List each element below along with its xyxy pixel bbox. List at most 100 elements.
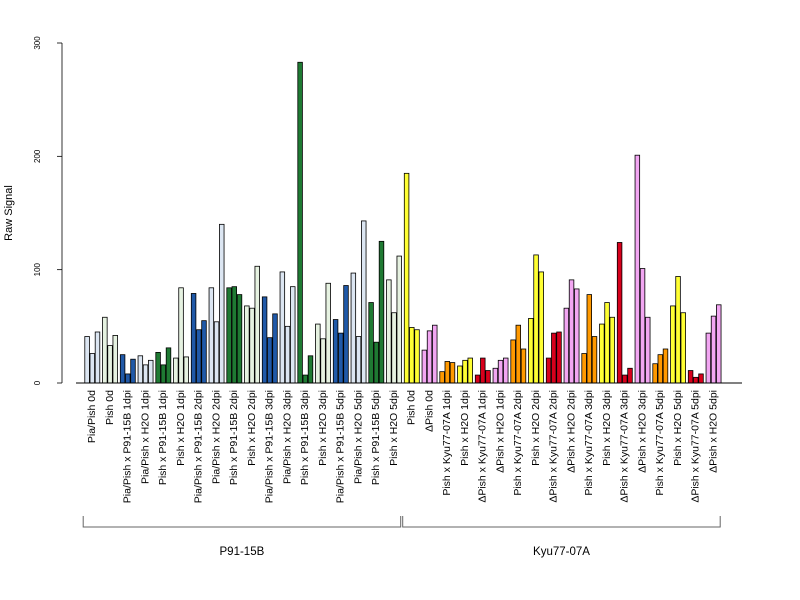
bar bbox=[520, 348, 527, 384]
bar bbox=[112, 334, 118, 384]
bar bbox=[439, 371, 445, 384]
bar bbox=[284, 325, 291, 384]
bar bbox=[515, 324, 521, 384]
bar bbox=[551, 332, 557, 384]
bar bbox=[155, 351, 161, 384]
category-label: Pish 0d bbox=[406, 390, 418, 425]
category-label: Pish x H2O 3dpi bbox=[317, 390, 329, 466]
bar bbox=[616, 242, 623, 384]
bar bbox=[444, 361, 450, 384]
bar bbox=[652, 363, 658, 384]
y-tick-label: 0 bbox=[33, 380, 42, 385]
bar bbox=[165, 347, 172, 384]
bar bbox=[249, 307, 255, 384]
bar bbox=[378, 240, 385, 384]
bar bbox=[307, 355, 314, 384]
bar bbox=[645, 316, 651, 384]
category-label: Pia/Pish x P91-15B 3dpi bbox=[264, 390, 276, 503]
category-label: Pish x Kyu77-07A 3dpi bbox=[583, 390, 595, 496]
category-label: Pish x H2O 3dpi bbox=[601, 390, 613, 466]
bar bbox=[84, 336, 90, 384]
category-label: Pish x H2O 1dpi bbox=[175, 390, 187, 466]
bar bbox=[426, 330, 433, 384]
category-label: ΔPish x Kyu77-07A 1dpi bbox=[477, 390, 489, 503]
bar bbox=[142, 364, 149, 384]
bar bbox=[386, 279, 392, 384]
bar bbox=[267, 337, 273, 384]
bar bbox=[350, 272, 357, 384]
category-label: Pia/Pish x H2O 1dpi bbox=[139, 390, 151, 484]
bar bbox=[315, 323, 321, 384]
bar bbox=[545, 357, 552, 384]
bar bbox=[219, 223, 225, 384]
category-label: Pish x P91-15B 5dpi bbox=[370, 390, 382, 485]
bar bbox=[279, 271, 286, 384]
y-axis-title: Raw Signal bbox=[3, 185, 15, 241]
category-label: Pish x Kyu77-07A 5dpi bbox=[654, 390, 666, 496]
bar bbox=[213, 321, 220, 384]
bar bbox=[675, 276, 681, 384]
group-brackets: P91-15B Kyu77-07A bbox=[82, 516, 721, 558]
bar bbox=[693, 376, 699, 384]
bar bbox=[457, 365, 463, 384]
bar bbox=[332, 319, 339, 384]
bar bbox=[604, 302, 610, 384]
bar bbox=[662, 348, 669, 384]
category-label: Pish x P91-15B 3dpi bbox=[299, 390, 311, 485]
category-label: ΔPish x Kyu77-07A 2dpi bbox=[548, 390, 560, 503]
bar bbox=[391, 312, 397, 384]
group-label: Kyu77-07A bbox=[533, 546, 590, 558]
bar bbox=[361, 220, 367, 384]
bar bbox=[368, 302, 374, 384]
bar bbox=[178, 287, 184, 384]
group-bracket bbox=[402, 516, 721, 528]
bar bbox=[609, 316, 615, 384]
bar bbox=[698, 373, 704, 384]
bar bbox=[627, 367, 633, 384]
category-label: Pish x Kyu77-07A 2dpi bbox=[512, 390, 524, 496]
bar bbox=[492, 367, 499, 384]
y-tick-label: 200 bbox=[33, 149, 42, 163]
bar bbox=[373, 341, 379, 384]
bar bbox=[125, 373, 131, 384]
bar bbox=[102, 316, 108, 384]
bar bbox=[89, 353, 95, 384]
bar bbox=[503, 357, 509, 384]
bar bbox=[355, 336, 362, 384]
bar bbox=[261, 296, 268, 384]
bar bbox=[320, 338, 326, 384]
bar bbox=[563, 307, 570, 384]
y-tick-label: 100 bbox=[33, 262, 42, 276]
bar bbox=[467, 357, 473, 384]
category-label: Pish x Kyu77-07A 1dpi bbox=[441, 390, 453, 496]
bar bbox=[485, 370, 491, 384]
bar bbox=[396, 255, 402, 384]
bar bbox=[201, 320, 207, 384]
y-tick-label: 300 bbox=[33, 36, 42, 50]
bar bbox=[533, 254, 539, 384]
category-labels: Pia/Pish 0d Pish 0d Pia/Pish x P91-15B 1dp… bbox=[86, 390, 719, 503]
category-label: Pia/Pish x P91-15B 2dpi bbox=[193, 390, 205, 503]
bar bbox=[148, 359, 154, 384]
bar bbox=[226, 287, 232, 384]
category-label: Pish x P91-15B 1dpi bbox=[157, 390, 169, 485]
category-label: ΔPish x H2O 5dpi bbox=[707, 390, 719, 473]
bar bbox=[343, 285, 349, 384]
category-label: Pish x H2O 5dpi bbox=[672, 390, 684, 466]
group-label: P91-15B bbox=[220, 546, 265, 558]
category-label: ΔPish x Kyu77-07A 3dpi bbox=[619, 390, 631, 503]
bar bbox=[639, 268, 646, 384]
bar bbox=[556, 331, 562, 384]
bar bbox=[705, 332, 712, 384]
bar bbox=[657, 354, 663, 384]
category-label: ΔPish 0d bbox=[423, 390, 435, 432]
category-label: ΔPish x H2O 2dpi bbox=[565, 390, 577, 473]
category-label: Pia/Pish x H2O 5dpi bbox=[352, 390, 364, 484]
bar bbox=[325, 282, 331, 384]
bar bbox=[710, 315, 717, 384]
bar bbox=[474, 374, 481, 384]
category-label: Pia/Pish x P91-15B 1dpi bbox=[122, 390, 134, 503]
category-label: Pish x P91-15B 2dpi bbox=[228, 390, 240, 485]
bars-layer bbox=[84, 61, 722, 384]
